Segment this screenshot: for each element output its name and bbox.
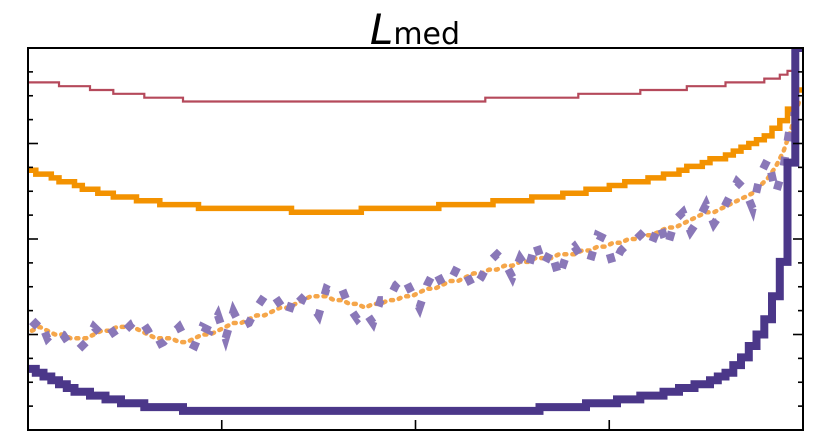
series-line-very-thick-step <box>28 48 803 415</box>
axis-ticks <box>27 47 804 431</box>
chart-title: Lmed <box>370 5 460 54</box>
series-line-dashed <box>29 92 803 355</box>
plot-frame <box>27 47 804 431</box>
series-line-thin-step <box>28 48 803 103</box>
plot-area <box>28 48 803 415</box>
series-line-thick-step <box>28 87 803 216</box>
series-line-dotted <box>29 99 802 345</box>
